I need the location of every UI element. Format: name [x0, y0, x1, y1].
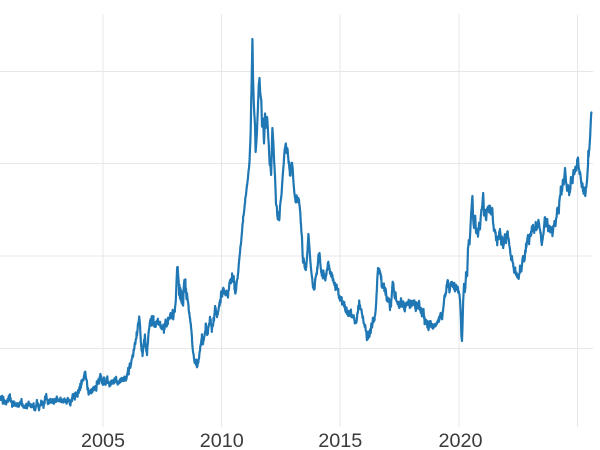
- svg-text:2020: 2020: [438, 430, 482, 450]
- svg-text:2015: 2015: [318, 430, 362, 450]
- svg-text:2010: 2010: [200, 430, 244, 450]
- svg-text:2005: 2005: [81, 430, 125, 450]
